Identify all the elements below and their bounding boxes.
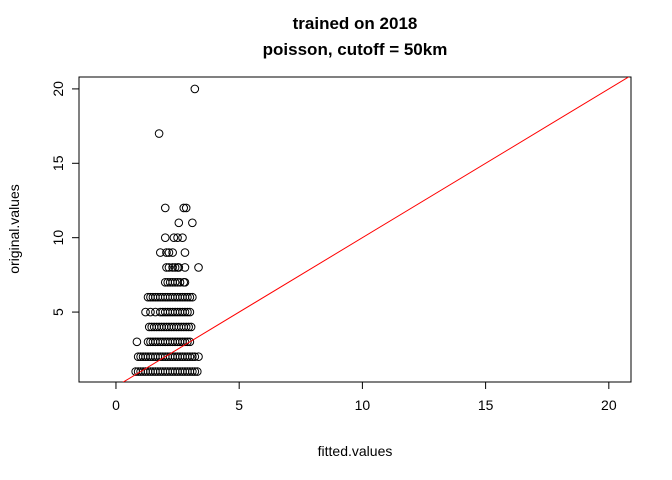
data-point — [188, 352, 197, 362]
x-tick-label: 5 — [235, 397, 243, 413]
data-point — [188, 218, 197, 228]
data-point — [164, 248, 174, 257]
y-axis: 5 10 15 20 — [50, 81, 80, 316]
y-tick-label: 10 — [50, 230, 66, 246]
data-point — [174, 263, 184, 272]
data-point — [178, 233, 187, 242]
data-point — [183, 292, 192, 302]
data-point — [180, 263, 190, 272]
x-axis: 0 5 10 15 20 — [112, 381, 617, 413]
data-point — [169, 233, 179, 242]
data-point — [162, 248, 171, 257]
data-point — [168, 263, 177, 272]
y-tick-label: 5 — [50, 308, 66, 316]
y-tick-label: 20 — [50, 81, 66, 97]
data-point — [180, 307, 190, 317]
data-point — [181, 203, 191, 213]
data-point — [141, 307, 150, 317]
data-point — [160, 233, 170, 242]
data-point — [188, 292, 197, 302]
data-point — [190, 84, 200, 94]
data-point — [188, 367, 197, 376]
data-point — [183, 337, 192, 347]
data-point — [162, 263, 171, 272]
data-point — [184, 322, 193, 332]
data-point — [194, 352, 203, 362]
x-tick-label: 15 — [478, 397, 494, 413]
data-point — [179, 203, 189, 213]
data-point — [170, 263, 180, 272]
data-point — [164, 263, 174, 272]
chart-subtitle: poisson, cutoff = 50km — [263, 40, 448, 59]
x-tick-label: 0 — [112, 397, 120, 413]
data-point — [160, 203, 170, 213]
data-point — [180, 278, 190, 287]
y-axis-label: original.values — [6, 184, 22, 274]
data-point — [132, 337, 142, 347]
x-tick-label: 10 — [355, 397, 371, 413]
data-point — [194, 263, 203, 272]
data-point — [185, 307, 195, 317]
data-point — [185, 337, 195, 347]
data-point — [181, 322, 191, 332]
data-point — [192, 367, 202, 376]
data-point — [183, 307, 192, 317]
data-point — [180, 337, 190, 347]
data-point — [173, 233, 182, 242]
x-axis-label: fitted.values — [318, 443, 393, 459]
reference-line-y-equals-x — [122, 77, 630, 382]
plot-area — [122, 77, 630, 382]
data-point — [190, 367, 200, 376]
data-points — [131, 84, 203, 376]
x-tick-label: 20 — [601, 397, 617, 413]
data-point — [154, 129, 164, 138]
data-point — [156, 248, 165, 257]
data-point — [185, 292, 195, 302]
plot-frame — [78, 76, 632, 383]
chart-title: trained on 2018 — [293, 14, 418, 33]
data-point — [186, 322, 196, 332]
data-point — [180, 248, 190, 257]
data-point — [174, 218, 184, 228]
data-point — [185, 352, 195, 362]
data-point — [146, 307, 155, 317]
y-tick-label: 15 — [50, 155, 66, 171]
data-point — [170, 278, 180, 287]
data-point — [175, 278, 185, 287]
data-point — [190, 352, 200, 362]
data-point — [168, 248, 177, 257]
